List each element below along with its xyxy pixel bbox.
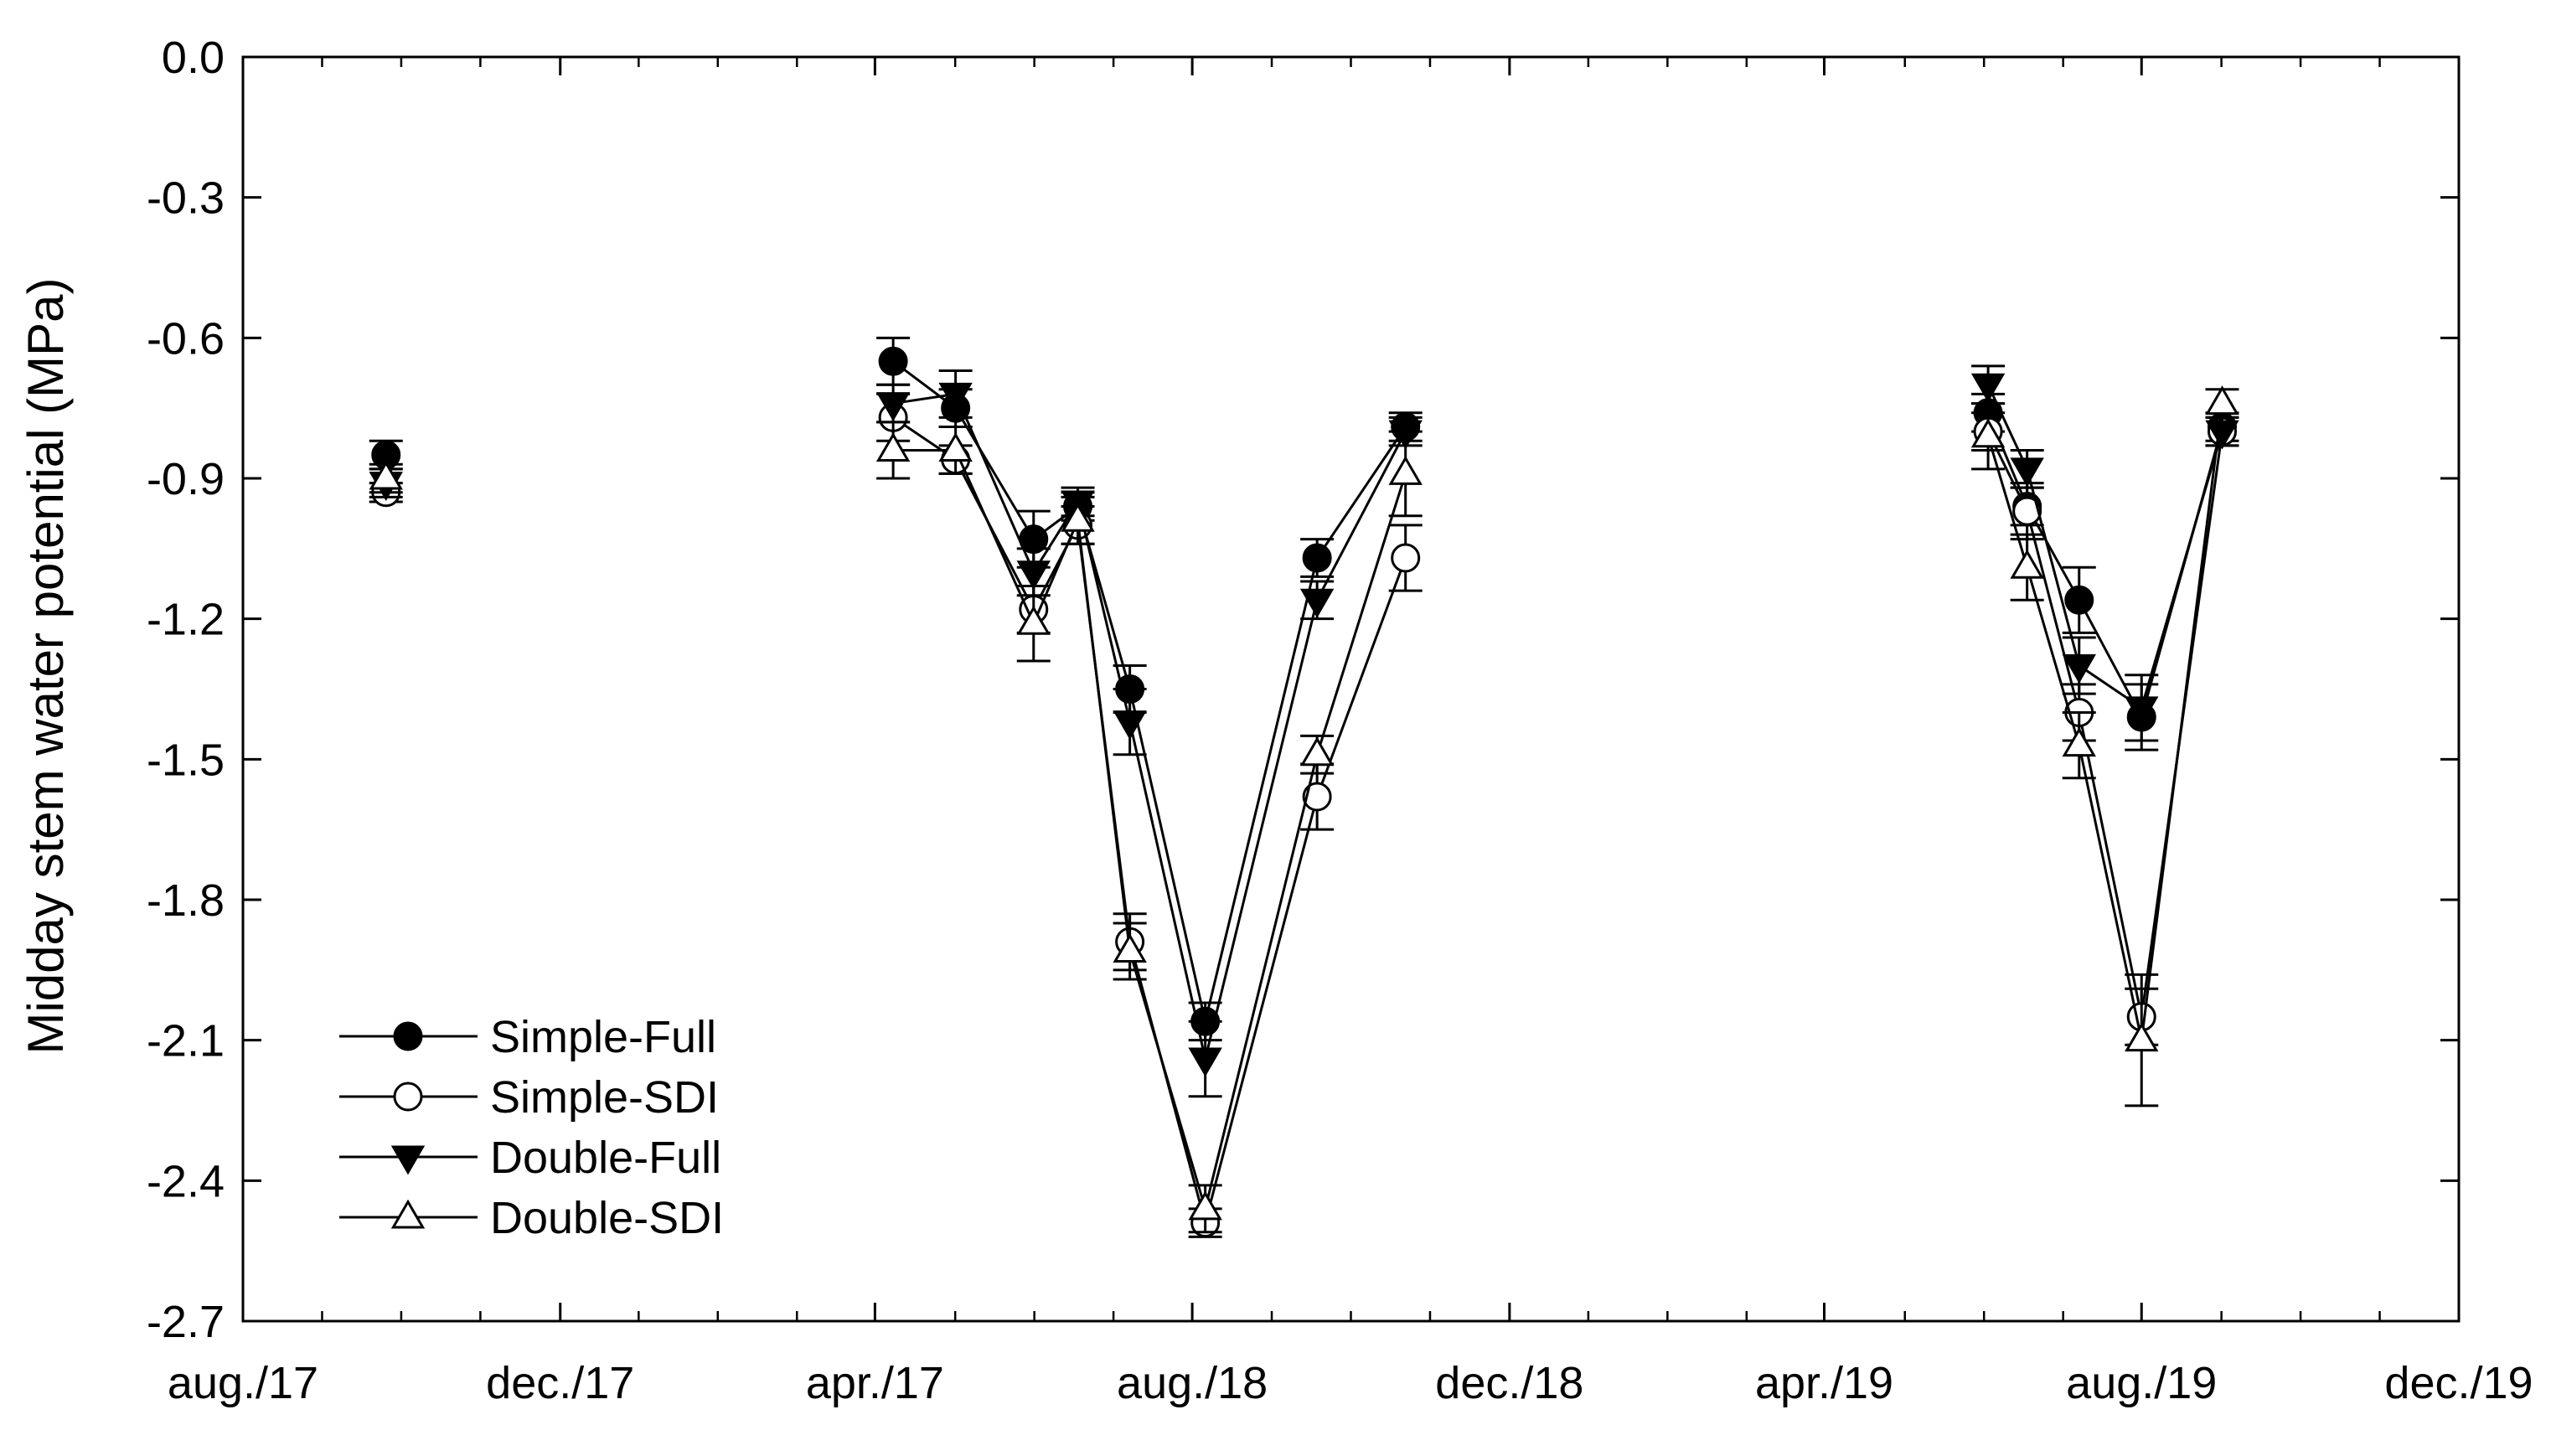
data-point bbox=[2205, 385, 2239, 416]
data-point bbox=[2062, 654, 2096, 684]
series-line bbox=[892, 360, 1407, 1022]
x-tick-label: aug./18 bbox=[1117, 1358, 1268, 1408]
data-point bbox=[2125, 696, 2159, 726]
data-point bbox=[1188, 1047, 1222, 1077]
y-tick-label: -1.5 bbox=[147, 735, 225, 785]
data-point bbox=[1299, 588, 1335, 618]
legend-marker bbox=[390, 1199, 426, 1229]
data-point bbox=[875, 432, 911, 462]
legend-item: Double-Full bbox=[339, 1133, 721, 1183]
data-point bbox=[1970, 418, 2006, 448]
legend-marker bbox=[393, 1082, 423, 1112]
y-tick-label: -0.6 bbox=[147, 313, 225, 364]
x-tick-label: apr./17 bbox=[806, 1358, 944, 1408]
x-tick-label: aug./19 bbox=[2066, 1358, 2217, 1408]
legend-label: Simple-SDI bbox=[490, 1072, 719, 1123]
series-line bbox=[893, 448, 1407, 1214]
x-tick-label: dec./19 bbox=[2384, 1358, 2533, 1408]
y-tick-label: -2.4 bbox=[147, 1156, 225, 1206]
data-point bbox=[2010, 457, 2044, 488]
x-tick-label: aug./17 bbox=[168, 1358, 318, 1408]
data-point bbox=[2012, 496, 2042, 526]
data-point bbox=[1970, 373, 2006, 403]
data-point bbox=[1299, 736, 1335, 767]
legend-marker bbox=[390, 1145, 426, 1175]
series-double-sdi bbox=[369, 385, 2239, 1234]
data-point bbox=[1061, 502, 1095, 532]
y-tick-label: -2.1 bbox=[147, 1016, 225, 1066]
y-tick-label: -1.8 bbox=[147, 875, 225, 926]
data-point bbox=[2010, 549, 2044, 579]
data-point bbox=[938, 382, 973, 412]
series-line bbox=[892, 392, 1407, 1060]
data-point bbox=[1113, 933, 1147, 963]
series-layer bbox=[369, 336, 2239, 1238]
x-tick-label: apr./19 bbox=[1755, 1358, 1893, 1408]
legend-label: Simple-Full bbox=[490, 1012, 716, 1062]
legend: Simple-Full Simple-SDI Double-Full Double-S… bbox=[339, 1012, 724, 1243]
data-point bbox=[1016, 560, 1051, 591]
data-point bbox=[2062, 727, 2096, 757]
data-point bbox=[938, 432, 973, 462]
data-point bbox=[878, 346, 908, 376]
data-point bbox=[1188, 1190, 1222, 1221]
legend-item: Simple-SDI bbox=[339, 1072, 719, 1123]
axes: 0.0 -0.3 -0.6 -0.9 -1.2 -1.5 -1.8 -2.1 -2.4 -2.7 a… bbox=[147, 33, 2533, 1408]
data-point bbox=[1391, 543, 1421, 573]
data-point bbox=[2125, 1022, 2159, 1052]
data-point bbox=[875, 392, 911, 421]
legend-label: Double-SDI bbox=[490, 1193, 724, 1243]
data-point bbox=[2064, 585, 2094, 615]
y-tick-label: -0.3 bbox=[147, 173, 225, 224]
data-point bbox=[1302, 782, 1332, 812]
y-tick-label: 0.0 bbox=[162, 33, 225, 83]
y-tick-label: -2.7 bbox=[147, 1297, 225, 1347]
data-point bbox=[2205, 420, 2239, 450]
data-point bbox=[1302, 543, 1332, 573]
data-point bbox=[1016, 605, 1051, 635]
data-point bbox=[1113, 710, 1147, 741]
y-tick-label: -0.9 bbox=[147, 454, 225, 504]
data-point bbox=[369, 460, 403, 490]
legend-item: Double-SDI bbox=[339, 1193, 724, 1243]
data-point bbox=[1388, 456, 1423, 485]
legend-marker bbox=[393, 1021, 423, 1051]
y-axis-label: Midday stem water potential (MPa) bbox=[18, 277, 74, 1054]
x-tick-label: dec./17 bbox=[486, 1358, 634, 1408]
x-tick-label: dec./18 bbox=[1435, 1358, 1583, 1408]
legend-item: Simple-Full bbox=[339, 1012, 716, 1062]
y-tick-label: -1.2 bbox=[147, 595, 225, 645]
legend-label: Double-Full bbox=[490, 1133, 721, 1183]
